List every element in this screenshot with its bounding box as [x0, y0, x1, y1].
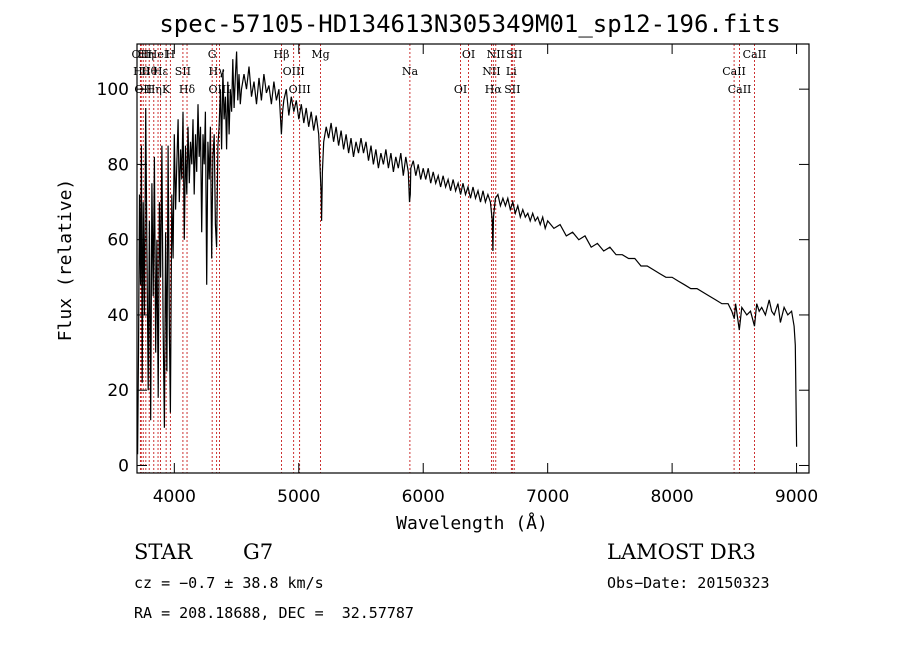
- spectral-line-label: NII: [482, 65, 500, 78]
- y-tick-label: 80: [107, 155, 129, 175]
- plot-frame: [136, 43, 810, 474]
- y-tick-label: 40: [107, 306, 129, 326]
- coordinates-info: RA = 208.18688, DEC = 32.57787: [134, 604, 414, 622]
- spectral-line-label: CaII: [743, 48, 767, 61]
- redshift-info: cz = −0.7 ± 38.8 km/s: [134, 574, 324, 592]
- line-labels: OIIHθOIIHηHθHηHeIHεKHSIIHδGHγOIIIHβOIIIO…: [132, 48, 767, 96]
- x-tick-label: 4000: [153, 487, 196, 507]
- y-axis-label: Flux (relative): [55, 179, 76, 342]
- spectral-line-label: CaII: [722, 65, 746, 78]
- spectral-line-label: OIII: [283, 65, 305, 78]
- observation-date: Obs−Date: 20150323: [607, 574, 770, 592]
- x-tick-label: 8000: [650, 487, 693, 507]
- spectral-line-label: SII: [175, 65, 191, 78]
- spectral-line-label: Na: [402, 65, 419, 78]
- object-subclass: G7: [243, 540, 274, 564]
- spectral-line-label: Hγ: [209, 65, 226, 78]
- spectral-line-label: H: [166, 48, 176, 61]
- y-tick-label: 20: [107, 381, 129, 401]
- y-tick-label: 60: [107, 231, 129, 251]
- spectral-line-label: SII: [504, 83, 520, 96]
- x-tick-label: 7000: [526, 487, 569, 507]
- spectral-line-label: Hε: [153, 65, 169, 78]
- survey-name: LAMOST DR3: [607, 540, 756, 564]
- x-axis-ticks: 4000 5000 6000 7000 8000 9000: [153, 44, 818, 507]
- spectral-line-label: K: [162, 83, 171, 96]
- spectral-line-label: OI: [454, 83, 467, 96]
- spectral-line-label: Hδ: [179, 83, 196, 96]
- x-axis-label: Wavelength (Å): [396, 512, 548, 534]
- y-axis-ticks: 0 20 40 60 80 100: [97, 80, 809, 476]
- spectral-line-label: Mg: [311, 48, 329, 61]
- x-tick-label: 9000: [775, 487, 818, 507]
- spectral-line-label: OIII: [289, 83, 311, 96]
- spectral-line-label: Li: [506, 65, 517, 78]
- spectral-line-label: Hα: [485, 83, 503, 96]
- spectral-line-label: Hη: [138, 48, 154, 61]
- spectral-line-label: HeI: [148, 48, 168, 61]
- x-tick-label: 6000: [402, 487, 445, 507]
- spectral-line-label: Hβ: [274, 48, 290, 61]
- y-tick-label: 0: [118, 456, 129, 476]
- spectral-line-label: SII: [506, 48, 522, 61]
- chart-title: spec-57105-HD134613N305349M01_sp12-196.f…: [159, 10, 780, 38]
- spectrum-series: [137, 51, 798, 455]
- line-markers: [139, 44, 755, 473]
- spectral-line-label: OIII: [208, 83, 230, 96]
- spectral-line-label: G: [208, 48, 217, 61]
- spectral-line-label: CaII: [728, 83, 752, 96]
- spectral-line-label: OI: [462, 48, 475, 61]
- y-tick-label: 100: [97, 80, 129, 100]
- x-tick-label: 5000: [277, 487, 320, 507]
- object-class: STAR: [134, 540, 193, 564]
- spectral-line-label: NII: [487, 48, 505, 61]
- spectral-line-label: Hθ: [141, 65, 158, 78]
- spectral-line-label: OII: [132, 48, 150, 61]
- spectral-line-label: Hη: [146, 83, 162, 96]
